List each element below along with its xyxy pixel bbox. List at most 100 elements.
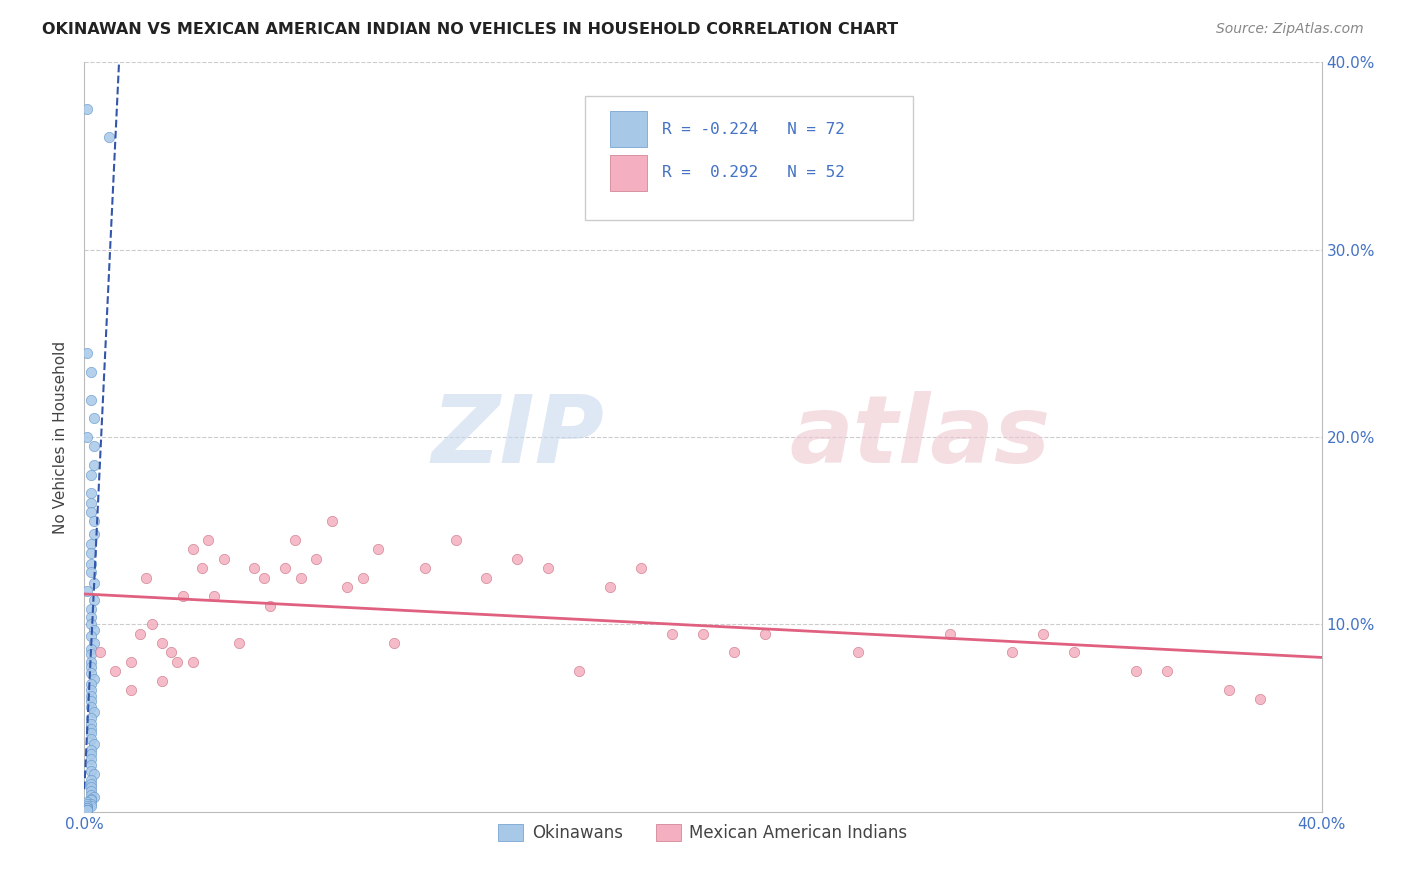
Point xyxy=(79,731,101,746)
Point xyxy=(79,743,101,757)
Point xyxy=(79,723,101,737)
Point xyxy=(259,599,281,613)
Point xyxy=(98,130,121,145)
Point xyxy=(76,797,98,812)
Point xyxy=(537,561,560,575)
Point xyxy=(83,672,105,686)
Point xyxy=(83,514,105,528)
FancyBboxPatch shape xyxy=(585,96,914,219)
Point xyxy=(79,689,101,703)
Point xyxy=(692,626,714,640)
Point xyxy=(79,617,101,632)
Point xyxy=(212,551,235,566)
Point xyxy=(79,747,101,761)
Point xyxy=(336,580,359,594)
Point xyxy=(79,629,101,643)
Point xyxy=(846,646,869,660)
Point xyxy=(1063,646,1085,660)
Point xyxy=(79,641,101,656)
Point xyxy=(83,593,105,607)
Point xyxy=(79,392,101,407)
Point xyxy=(150,673,173,688)
Point xyxy=(83,440,105,453)
Point xyxy=(79,791,101,805)
Point xyxy=(79,694,101,708)
Point xyxy=(367,542,389,557)
Point xyxy=(79,558,101,572)
Point xyxy=(76,799,98,814)
Point xyxy=(76,803,98,817)
Bar xyxy=(610,154,647,191)
Point xyxy=(79,677,101,691)
Text: ZIP: ZIP xyxy=(432,391,605,483)
Point xyxy=(120,683,142,698)
Point xyxy=(76,796,98,810)
Point xyxy=(630,561,652,575)
Point xyxy=(382,636,405,650)
Point xyxy=(413,561,436,575)
Point xyxy=(76,801,98,815)
Point xyxy=(83,411,105,425)
Point xyxy=(1218,683,1240,698)
Point xyxy=(1001,646,1024,660)
Point xyxy=(253,571,276,585)
Point xyxy=(76,583,98,598)
Point xyxy=(321,514,343,528)
Point xyxy=(79,776,101,791)
Point xyxy=(120,655,142,669)
Point xyxy=(202,590,225,604)
Point xyxy=(166,655,188,669)
Point xyxy=(284,533,307,547)
Point xyxy=(83,527,105,541)
Point xyxy=(599,580,621,594)
Text: OKINAWAN VS MEXICAN AMERICAN INDIAN NO VEHICLES IN HOUSEHOLD CORRELATION CHART: OKINAWAN VS MEXICAN AMERICAN INDIAN NO V… xyxy=(42,22,898,37)
Point xyxy=(79,788,101,802)
Point xyxy=(76,801,98,815)
Point xyxy=(83,458,105,473)
Point xyxy=(76,801,98,815)
Point xyxy=(79,758,101,772)
Point xyxy=(243,561,266,575)
Point xyxy=(274,561,297,575)
Point xyxy=(352,571,374,585)
Point xyxy=(79,565,101,579)
Point xyxy=(290,571,312,585)
Point xyxy=(475,571,498,585)
Text: Source: ZipAtlas.com: Source: ZipAtlas.com xyxy=(1216,22,1364,37)
Point xyxy=(89,646,111,660)
Y-axis label: No Vehicles in Household: No Vehicles in Household xyxy=(53,341,69,533)
Point xyxy=(79,793,101,807)
Point xyxy=(444,533,467,547)
Point xyxy=(79,772,101,787)
Point xyxy=(181,542,204,557)
Point xyxy=(83,706,105,720)
Text: R =  0.292   N = 52: R = 0.292 N = 52 xyxy=(662,165,845,180)
Text: atlas: atlas xyxy=(790,391,1050,483)
Point xyxy=(79,537,101,551)
Point xyxy=(1156,664,1178,679)
Point xyxy=(79,666,101,681)
Point xyxy=(197,533,219,547)
Point xyxy=(305,551,328,566)
Point xyxy=(76,345,98,359)
Point xyxy=(79,699,101,714)
Point xyxy=(83,767,105,781)
Point xyxy=(76,803,98,817)
Point xyxy=(79,780,101,795)
Legend: Okinawans, Mexican American Indians: Okinawans, Mexican American Indians xyxy=(492,817,914,848)
Point xyxy=(939,626,962,640)
Point xyxy=(661,626,683,640)
Point xyxy=(83,623,105,637)
Point xyxy=(79,799,101,814)
Point xyxy=(129,626,152,640)
Point xyxy=(76,803,98,817)
Point xyxy=(79,711,101,725)
Point xyxy=(79,546,101,560)
Point xyxy=(568,664,591,679)
Point xyxy=(79,486,101,500)
Point xyxy=(754,626,776,640)
Point xyxy=(76,102,98,116)
Bar xyxy=(610,112,647,147)
Point xyxy=(79,726,101,740)
Point xyxy=(141,617,163,632)
